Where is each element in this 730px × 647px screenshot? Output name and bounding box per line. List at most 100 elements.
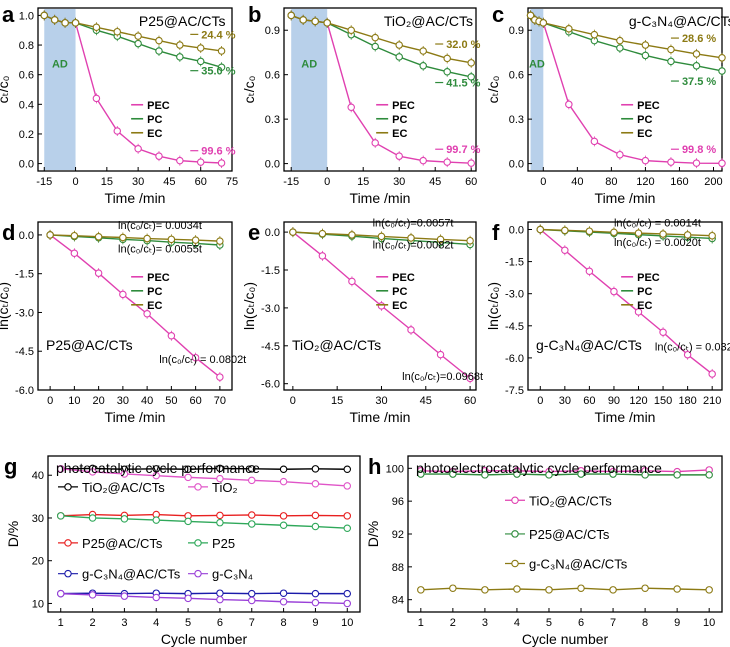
y-tick-label: 40 [32, 470, 44, 482]
data-point [407, 326, 415, 334]
legend-label: EC [392, 128, 407, 140]
data-point [443, 158, 451, 166]
data-point [216, 511, 224, 520]
data-point [318, 229, 327, 238]
data-point [585, 267, 594, 275]
data-point [279, 512, 288, 520]
y-axis-label: ln(cₜ/c₀) [485, 282, 501, 330]
data-point [176, 53, 184, 61]
ad-label: AD [529, 58, 545, 70]
x-tick-label: 20 [93, 395, 105, 407]
annotation-text: 35.0 % [201, 66, 235, 78]
data-point [641, 51, 650, 60]
ad-label: AD [301, 58, 317, 70]
data-point [71, 19, 80, 27]
data-point [50, 16, 59, 24]
x-tick-label: 80 [605, 176, 617, 188]
y-tick-label: 0.3 [509, 114, 524, 126]
data-point [616, 36, 624, 45]
x-tick-label: 2 [90, 617, 96, 629]
data-point [191, 236, 200, 244]
data-point [467, 73, 475, 81]
x-tick-label: 5 [546, 617, 552, 629]
data-point [176, 156, 184, 165]
x-tick-label: 3 [482, 617, 488, 629]
data-point [634, 229, 643, 237]
data-point [167, 235, 176, 244]
x-tick-label: 60 [464, 395, 476, 407]
data-point [683, 350, 692, 359]
legend-marker [194, 539, 202, 547]
data-point [167, 331, 176, 340]
data-point [609, 470, 617, 478]
data-point [299, 16, 307, 24]
data-point [718, 67, 726, 75]
legend-label: P25 [212, 536, 235, 551]
y-tick-label: 0.0 [265, 159, 280, 171]
panel-d: 0 10 20 30 40 50 60 70 0.0 -1.5 -3.0 -4.5 -6.0 Time /… [0, 220, 246, 425]
x-tick-label: 60 [190, 395, 202, 407]
data-point [311, 480, 320, 488]
panel-label: h [368, 454, 381, 479]
data-point [561, 226, 569, 235]
y-tick-label: 30 [32, 513, 44, 525]
x-tick-label: 40 [141, 395, 153, 407]
legend-marker [64, 539, 72, 547]
data-point [216, 237, 224, 245]
legend-label: TiO₂ [212, 480, 238, 495]
legend-label: PEC [637, 272, 660, 284]
data-point [216, 464, 224, 473]
x-tick-label: 150 [654, 395, 672, 407]
x-tick-label: 200 [704, 176, 722, 188]
panel-label: a [2, 2, 15, 27]
data-point [311, 522, 320, 531]
data-point [196, 57, 205, 66]
data-point [526, 11, 535, 20]
x-tick-label: 6 [578, 617, 584, 629]
data-point [119, 290, 127, 299]
axes-frame [527, 7, 723, 172]
axes-frame [47, 455, 361, 613]
data-point [155, 152, 163, 160]
legend-label: EC [637, 300, 652, 312]
data-point [539, 19, 548, 27]
panel-label: b [248, 2, 261, 27]
y-tick-label: 84 [392, 595, 404, 607]
sample-label: g-C₃N₄@AC/CTs [536, 337, 642, 353]
legend-label: EC [147, 128, 162, 140]
data-point [513, 585, 521, 593]
panel-label: c [492, 2, 504, 27]
legend-label: EC [637, 128, 652, 140]
legend-label: PC [637, 286, 652, 298]
data-point [92, 23, 101, 32]
x-tick-label: 7 [249, 617, 255, 629]
y-tick-label: -6.0 [15, 385, 34, 397]
annotation-text: 99.8 % [682, 144, 716, 156]
data-point [692, 50, 701, 58]
x-tick-label: 0 [324, 176, 330, 188]
x-tick-label: 70 [214, 395, 226, 407]
legend-marker [64, 483, 72, 491]
x-tick-label: 60 [583, 395, 595, 407]
axes-frame [37, 7, 233, 172]
data-point [466, 374, 474, 383]
chart-title: photoelectrocatalytic cycle performance [416, 460, 662, 476]
x-axis-label: Cycle number [522, 631, 609, 647]
annotation-text: 41.5 % [446, 78, 480, 90]
sample-label: P25@AC/CTs [46, 337, 133, 353]
data-point [134, 32, 142, 40]
data-point [641, 41, 650, 49]
x-tick-label: 9 [312, 617, 318, 629]
equation-text: ln(c₀/cₜ)=0.0968t [402, 371, 483, 383]
data-point [134, 145, 142, 153]
panel-label: g [4, 454, 17, 479]
data-point [191, 353, 200, 362]
x-axis-label: Cycle number [161, 631, 248, 647]
data-point [577, 584, 585, 592]
y-axis-label: cₜ/c₀ [241, 75, 257, 103]
data-point [659, 328, 667, 336]
x-axis-label: Time /min [105, 190, 166, 206]
data-point [216, 373, 224, 381]
equation-text: ln(c₀/cₜ) = 0.0802t [159, 354, 246, 366]
